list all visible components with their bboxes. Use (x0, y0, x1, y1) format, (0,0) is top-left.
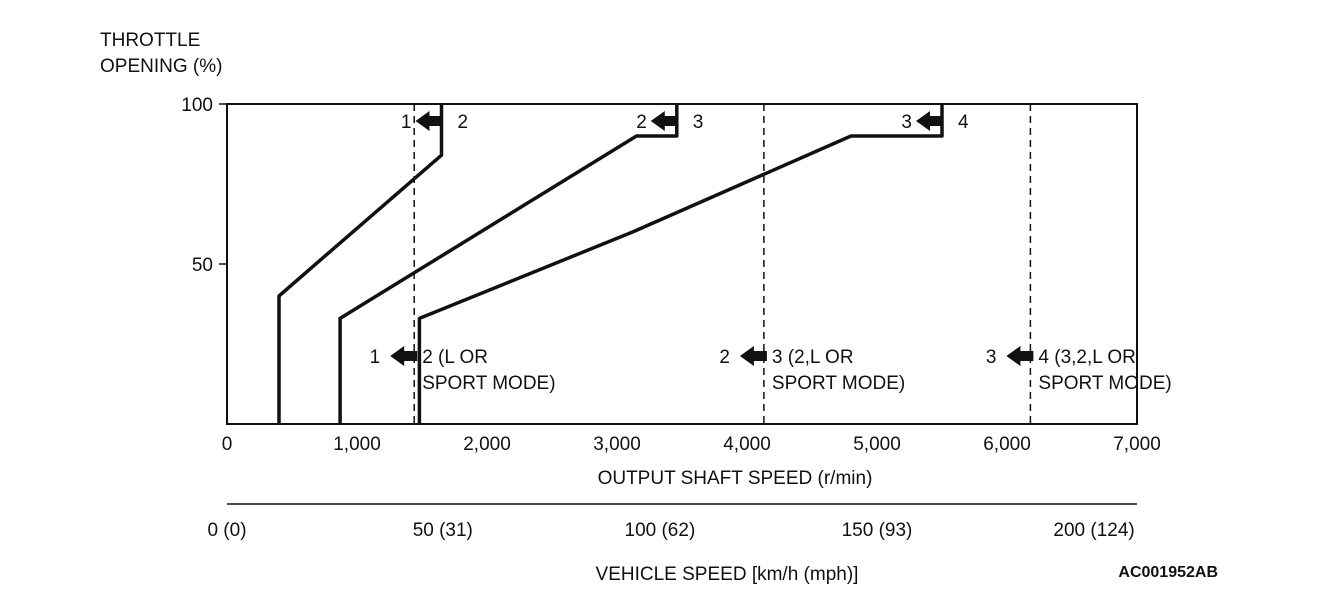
upshift-from-label: 3 (901, 112, 912, 133)
x-tick-group: 0 1,000 2,000 3,000 4,000 5,000 6,000 7,000 (222, 434, 1161, 455)
downshift-to-label-line-1: 2 (L OR (422, 347, 488, 368)
x-tick-label: 2,000 (463, 434, 511, 455)
x-axis-title: OUTPUT SHAFT SPEED (r/min) (598, 468, 873, 489)
x-tick-label: 0 (222, 434, 233, 455)
downshift-arrow-icon (1006, 346, 1034, 366)
upshift-line (277, 104, 444, 424)
secondary-tick-label: 100 (62) (625, 520, 696, 541)
y-axis-title-line-1: THROTTLE (100, 30, 200, 51)
y-tick-label: 100 (181, 95, 213, 116)
secondary-axis-title: VEHICLE SPEED [km/h (mph)] (596, 564, 859, 585)
downshift-from-label: 3 (986, 347, 997, 368)
secondary-tick-label: 0 (0) (207, 520, 246, 541)
upshift-to-label: 4 (958, 112, 969, 133)
y-tick-group: 50 100 (181, 95, 227, 276)
x-tick-label: 5,000 (853, 434, 901, 455)
upshift-line (417, 104, 944, 424)
downshift-arrow-icon (390, 346, 418, 366)
secondary-tick-label: 150 (93) (842, 520, 913, 541)
secondary-tick-label: 200 (124) (1053, 520, 1134, 541)
downshift-to-label-line-1: 3 (2,L OR (772, 347, 854, 368)
x-tick-label: 7,000 (1113, 434, 1161, 455)
downshift-from-label: 2 (719, 347, 730, 368)
secondary-tick-group: 0 (0) 50 (31) 100 (62) 150 (93) 200 (124) (207, 520, 1134, 541)
y-axis-title-line-2: OPENING (%) (100, 56, 222, 77)
upshift-from-label: 1 (401, 112, 412, 133)
upshift-from-label: 2 (636, 112, 647, 133)
upshift-arrow-icon (916, 111, 943, 131)
downshift-to-label-line-2: SPORT MODE) (422, 373, 555, 394)
plot-area (226, 103, 1138, 425)
x-tick-label: 3,000 (593, 434, 641, 455)
upshift-arrow-icon (650, 111, 678, 131)
downshift-line-group (413, 104, 1032, 424)
downshift-to-label-line-2: SPORT MODE) (772, 373, 905, 394)
downshift-to-label-line-1: 4 (3,2,L OR (1038, 347, 1136, 368)
downshift-to-label-line-2: SPORT MODE) (1038, 373, 1171, 394)
downshift-from-label: 1 (370, 347, 381, 368)
upshift-label-group: 1 2 2 3 3 4 (401, 111, 969, 133)
x-tick-label: 4,000 (723, 434, 771, 455)
downshift-arrow-icon (739, 346, 767, 366)
y-tick-label: 50 (192, 255, 213, 276)
upshift-arrow-icon (415, 111, 443, 131)
figure-code: AC001952AB (1118, 564, 1218, 581)
x-tick-label: 6,000 (983, 434, 1031, 455)
secondary-tick-label: 50 (31) (413, 520, 473, 541)
upshift-to-label: 2 (458, 112, 469, 133)
downshift-label-group: 1 2 (L OR SPORT MODE) 2 3 (2,L OR SPORT MODE)… (370, 346, 1172, 394)
upshift-to-label: 3 (693, 112, 704, 133)
x-tick-label: 1,000 (333, 434, 381, 455)
